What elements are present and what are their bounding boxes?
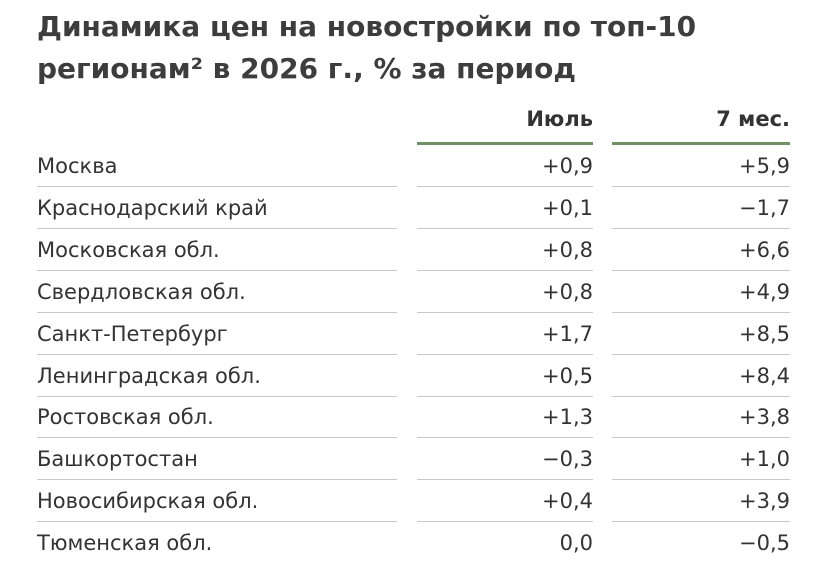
cell-value: +8,4 <box>739 363 790 388</box>
cell-value: +0,8 <box>542 279 593 304</box>
row-rule <box>417 395 593 397</box>
row-rule <box>612 437 790 439</box>
row-rule <box>417 311 593 313</box>
row-label: Свердловская обл. <box>37 279 246 304</box>
row-rule <box>417 521 593 523</box>
cell-value: +1,7 <box>542 321 593 346</box>
row-rule <box>37 479 397 481</box>
cell-value: 0,0 <box>559 531 593 556</box>
cell-value: +1,3 <box>542 405 593 430</box>
cell-value: +0,1 <box>542 195 593 220</box>
row-rule <box>417 186 593 187</box>
cell-value: +0,4 <box>542 489 593 514</box>
cell-value: −1,7 <box>739 195 790 220</box>
cell-value: +0,5 <box>542 363 593 388</box>
row-rule <box>612 395 790 397</box>
row-rule <box>37 521 397 523</box>
row-label: Краснодарский край <box>37 195 268 220</box>
row-label: Ленинградская обл. <box>37 363 261 388</box>
title: Динамика цен на новостройки по топ-10 ре… <box>37 10 697 85</box>
row-rule <box>612 479 790 481</box>
header-rule <box>417 142 593 145</box>
cell-value: +8,5 <box>739 321 790 346</box>
column-header: 7 мес. <box>716 107 790 131</box>
row-rule <box>612 186 790 187</box>
row-label: Новосибирская обл. <box>37 489 259 514</box>
row-label: Тюменская обл. <box>37 531 213 556</box>
row-label: Башкортостан <box>37 447 198 472</box>
row-label: Москва <box>37 154 118 178</box>
row-rule <box>417 227 593 229</box>
row-label: Ростовская обл. <box>37 405 214 430</box>
cell-value: +0,8 <box>542 237 593 262</box>
row-rule <box>37 395 397 397</box>
cell-value: −0,3 <box>542 447 593 472</box>
column-header: Июль <box>526 107 593 131</box>
cell-value: +0,9 <box>542 154 593 178</box>
row-rule <box>417 353 593 355</box>
cell-value: +6,6 <box>739 237 790 262</box>
cell-value: +4,9 <box>739 279 790 304</box>
row-rule <box>612 521 790 523</box>
row-rule <box>37 227 397 229</box>
row-label: Московская обл. <box>37 237 220 262</box>
row-rule <box>37 353 397 355</box>
cell-value: −0,5 <box>739 531 790 556</box>
header-rule <box>612 142 790 145</box>
row-rule <box>37 437 397 439</box>
row-rule <box>417 437 593 439</box>
row-rule <box>612 311 790 313</box>
cell-value: +1,0 <box>739 447 790 472</box>
row-rule <box>612 353 790 355</box>
row-rule <box>612 227 790 229</box>
row-rule <box>37 186 397 187</box>
row-rule <box>37 311 397 313</box>
row-label: Санкт-Петербург <box>37 321 228 346</box>
row-rule <box>612 269 790 271</box>
cell-value: +5,9 <box>739 154 790 178</box>
row-rule <box>37 269 397 271</box>
cell-value: +3,9 <box>739 489 790 514</box>
cell-value: +3,8 <box>739 405 790 430</box>
row-rule <box>417 269 593 271</box>
row-rule <box>417 479 593 481</box>
